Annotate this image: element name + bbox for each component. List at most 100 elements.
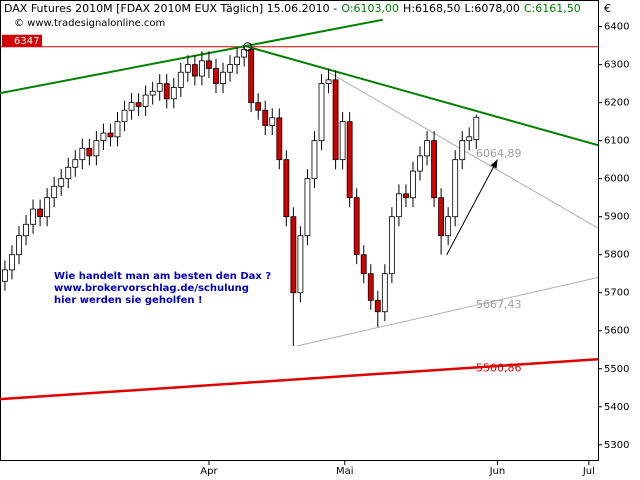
candle-body: [318, 83, 325, 142]
candle-body: [234, 56, 240, 66]
candle-body: [184, 64, 191, 73]
chart-title: DAX Futures 2010M [FDAX 2010M EUX Täglic…: [4, 2, 581, 15]
candle-body: [353, 197, 360, 256]
trendline: [446, 159, 498, 255]
annotation: hier werden sie geholfen !: [54, 295, 203, 306]
title-part: O:6103,00: [341, 2, 399, 15]
candle-body: [72, 159, 79, 168]
annotation: www.brokervorschlag.de/schulung: [54, 283, 249, 294]
candle-body: [23, 223, 29, 237]
plot-area: 6347: [0, 18, 598, 401]
candle-body: [388, 216, 395, 275]
candle-body: [410, 170, 416, 199]
candle-body: [325, 79, 332, 85]
candle-body: [156, 83, 163, 92]
candle-body: [473, 116, 480, 140]
candle-body: [37, 208, 44, 218]
y-tick-label: 6100: [604, 136, 629, 147]
candle-body: [9, 254, 15, 271]
candle-body: [403, 193, 409, 199]
y-tick-label: 5400: [604, 402, 629, 413]
candle-body: [431, 140, 437, 199]
candle-body: [276, 117, 283, 161]
candle-body: [199, 60, 205, 77]
candle-body: [121, 109, 128, 123]
candle-body: [177, 71, 184, 88]
candle-body: [381, 273, 388, 313]
candle-body: [374, 299, 381, 313]
candle-body: [2, 269, 8, 282]
x-tick-label: Apr: [200, 466, 218, 477]
trendline: [296, 277, 598, 347]
candle-body: [438, 197, 445, 237]
candle-body: [290, 216, 297, 294]
title-part: L:6078,00: [465, 2, 520, 15]
candle-body: [142, 94, 149, 107]
candle-body: [170, 87, 177, 100]
candle-body: [297, 235, 304, 294]
candle-body: [360, 254, 367, 275]
copyright: © www.tradesignalonline.com: [14, 18, 165, 29]
x-tick-label: Jul: [582, 466, 595, 477]
candle-body: [191, 64, 198, 77]
candle-body: [16, 235, 22, 256]
level-value-label: 5667,43: [476, 298, 522, 311]
candle-body: [93, 140, 100, 157]
trendline: [0, 18, 383, 95]
candle-body: [30, 208, 36, 225]
arrow-head: [490, 159, 498, 169]
candle-body: [339, 121, 346, 161]
candle-body: [445, 216, 452, 237]
y-tick-label: 5300: [604, 440, 629, 451]
level-box: [2, 34, 42, 47]
candle-body: [452, 159, 459, 218]
candle-body: [149, 90, 156, 96]
candle-body: [269, 117, 276, 126]
y-tick-label: 6400: [604, 22, 629, 33]
level-label: 6347: [14, 36, 39, 47]
candle-body: [100, 132, 107, 142]
level-value-label: 6064,89: [476, 147, 522, 160]
x-tick-label: Mai: [336, 466, 354, 477]
candle-body: [114, 121, 121, 138]
x-tick-label: Jun: [489, 466, 506, 477]
candle-body: [163, 83, 170, 100]
level-value-label: 5500,86: [476, 361, 522, 374]
candle-body: [86, 147, 93, 157]
y-tick-label: 5700: [604, 288, 629, 299]
y-tick-label: 6200: [604, 98, 629, 109]
candle-body: [107, 132, 114, 138]
candle-body: [227, 64, 233, 73]
candle-body: [79, 147, 86, 161]
candle-body: [248, 49, 255, 104]
candle-body: [304, 178, 311, 237]
candle-body: [128, 102, 135, 111]
candle-body: [206, 60, 212, 69]
plot-frame: [0, 0, 599, 461]
trendline: [0, 358, 598, 401]
candle-body: [459, 140, 466, 161]
title-part: DAX Futures 2010M [FDAX 2010M EUX Täglic…: [4, 2, 337, 15]
candle-body: [213, 68, 219, 85]
candle-body: [424, 140, 430, 157]
candle-body: [367, 273, 374, 301]
title-part: H:6168,50: [403, 2, 460, 15]
title-part: C:6161,50: [524, 2, 581, 15]
y-tick-label: 5900: [604, 212, 629, 223]
currency: €: [604, 2, 611, 15]
annotation: Wie handelt man am besten den Dax ?: [54, 271, 271, 282]
y-tick-label: 6300: [604, 60, 629, 71]
y-tick-label: 5500: [604, 364, 629, 375]
candle-body: [466, 136, 473, 142]
candle-body: [220, 71, 226, 85]
candle-body: [262, 109, 269, 126]
y-tick-label: 6000: [604, 174, 629, 185]
candle-body: [311, 140, 318, 180]
candle-body: [44, 197, 51, 218]
y-tick-label: 5600: [604, 326, 629, 337]
candle-body: [65, 166, 72, 180]
candle-body: [58, 178, 65, 187]
candle-body: [396, 193, 402, 218]
candle-body: [51, 185, 58, 199]
